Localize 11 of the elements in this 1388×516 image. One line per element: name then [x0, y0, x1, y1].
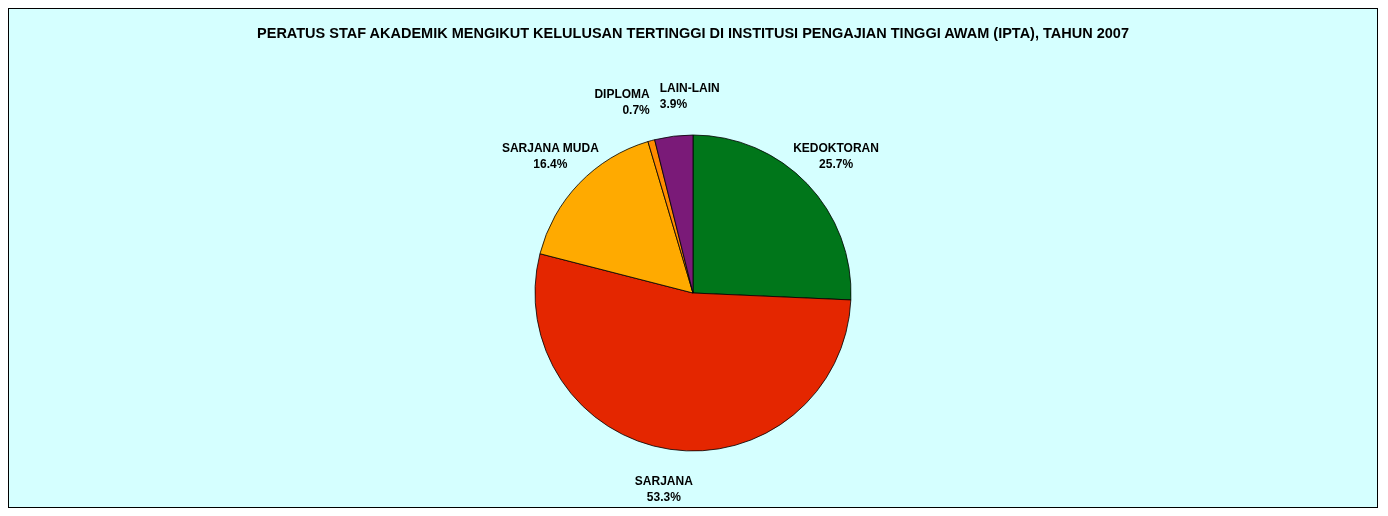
slice-label: LAIN-LAIN [659, 81, 720, 96]
data-label: 16.4% [533, 156, 568, 171]
slice-label: SARJANA [634, 473, 694, 488]
data-label: 25.7% [819, 157, 854, 172]
slice-label: KEDOKTORAN [793, 141, 879, 156]
data-label: 3.9% [659, 97, 688, 112]
slice-label: DIPLOMA [594, 87, 651, 102]
slice-label: SARJANA MUDA [501, 140, 600, 155]
data-label: 53.3% [646, 489, 682, 504]
data-label: 0.7% [622, 103, 651, 118]
chart-title: PERATUS STAF AKADEMIK MENGIKUT KELULUSAN TERTINGGI DI INSTITUSI PENGAJIAN TINGGI AWAM (IPTA), TAHUN 2007 [257, 25, 1129, 41]
